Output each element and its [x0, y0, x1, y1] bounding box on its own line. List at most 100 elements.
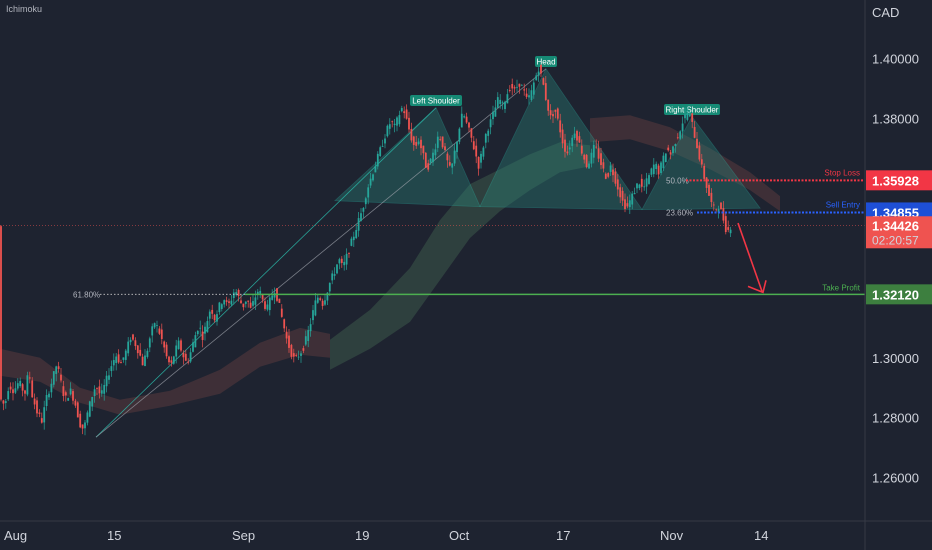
candle-body	[19, 380, 22, 387]
candle-body	[506, 94, 509, 104]
candle-body	[184, 353, 187, 361]
candle-body	[319, 298, 322, 300]
candle-body	[134, 340, 137, 347]
candle-body	[496, 97, 499, 108]
candle-body	[367, 187, 370, 198]
candle-body	[333, 274, 336, 276]
candle-body	[717, 208, 720, 213]
candle-body	[256, 291, 259, 294]
candle-body	[122, 357, 125, 360]
candle-body	[352, 236, 355, 241]
candle-body	[2, 400, 5, 404]
candle-body	[249, 302, 252, 308]
candle-body	[244, 301, 247, 304]
candle-body	[664, 153, 667, 163]
candle-body	[597, 148, 600, 159]
candle-body	[472, 141, 475, 150]
candle-body	[247, 300, 250, 302]
fib-500-label: 50.0%	[666, 176, 689, 185]
candle-body	[566, 151, 569, 154]
candle-body	[129, 339, 132, 343]
candle-body	[148, 338, 151, 348]
candle-body	[268, 297, 271, 311]
y-tick-label: 1.28000	[872, 411, 919, 426]
candle-body	[633, 193, 636, 195]
candle-body	[16, 383, 19, 389]
candle-body	[273, 293, 276, 298]
candle-body	[96, 388, 98, 389]
candle-body	[643, 186, 646, 188]
candle-body	[285, 331, 288, 339]
candle-body	[674, 143, 677, 147]
trend-line	[95, 107, 437, 438]
candle-body	[252, 301, 254, 306]
right-shoulder-label: Right Shoulder	[666, 106, 719, 115]
candle-body	[590, 152, 593, 164]
candle-body	[446, 153, 449, 161]
candle-body	[278, 298, 281, 303]
candle-body	[141, 356, 144, 366]
candle-body	[583, 154, 586, 160]
ichimoku-cloud	[0, 115, 780, 415]
left-shoulder-triangle	[334, 107, 481, 208]
candle-body	[189, 352, 192, 362]
candle-body	[463, 116, 466, 118]
candle-body	[417, 141, 420, 145]
x-tick-label: 14	[754, 528, 768, 543]
candle-body	[532, 82, 535, 95]
candle-body	[655, 163, 658, 170]
candle-body	[115, 356, 118, 363]
candle-body	[511, 83, 514, 89]
candle-body	[559, 120, 562, 133]
candle-body	[684, 114, 686, 119]
candle-body	[645, 178, 648, 187]
candle-body	[307, 330, 310, 342]
candle-body	[340, 258, 343, 263]
candle-body	[362, 207, 365, 212]
candle-body	[556, 108, 559, 119]
candle-body	[170, 360, 173, 363]
candle-body	[55, 366, 58, 374]
candle-body	[708, 184, 710, 196]
candle-body	[547, 99, 550, 111]
candle-body	[91, 397, 94, 407]
y-tick-label: 1.26000	[872, 471, 919, 486]
current-price: 1.34426	[872, 218, 919, 233]
candle-body	[434, 149, 437, 156]
candle-body	[235, 292, 238, 295]
candle-body	[518, 83, 521, 87]
candle-body	[384, 138, 386, 144]
candle-body	[482, 147, 485, 157]
x-tick-label: 17	[556, 528, 570, 543]
candle-body	[194, 335, 197, 348]
candle-body	[676, 137, 679, 139]
candle-body	[105, 375, 108, 387]
candle-body	[602, 162, 605, 169]
candle-body	[132, 334, 134, 340]
candle-body	[67, 398, 70, 401]
candle-body	[544, 83, 547, 100]
candle-body	[386, 125, 389, 137]
candle-body	[26, 375, 29, 395]
y-tick-label: 1.40000	[872, 51, 919, 66]
x-tick-label: Nov	[660, 528, 684, 543]
candle-body	[427, 163, 430, 170]
candle-body	[40, 418, 43, 423]
indicator-label[interactable]: Ichimoku	[6, 4, 43, 14]
candle-body	[288, 335, 290, 348]
left-shoulder-label: Left Shoulder	[412, 97, 460, 106]
candle-body	[672, 146, 674, 154]
candle-body	[199, 327, 202, 329]
candle-body	[52, 371, 55, 385]
candle-body	[180, 340, 182, 351]
candle-body	[314, 300, 317, 316]
candle-body	[475, 145, 478, 157]
candle-body	[465, 116, 468, 123]
candle-body	[698, 145, 701, 160]
candle-body	[568, 147, 571, 150]
stop-loss-price: 1.35928	[872, 173, 919, 188]
candle-body	[528, 95, 530, 98]
candle-body	[561, 129, 564, 144]
candle-body	[88, 401, 91, 417]
